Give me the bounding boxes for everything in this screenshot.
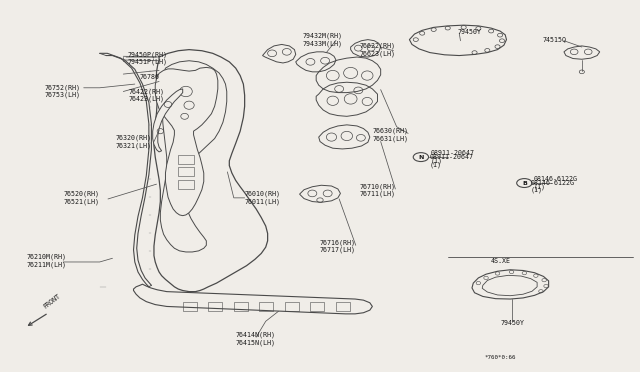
Text: FRONT: FRONT (42, 293, 61, 310)
Text: 74515Q: 74515Q (542, 36, 566, 43)
Text: 76422(RH)
76423(LH): 76422(RH) 76423(LH) (129, 88, 164, 102)
Text: 76210M(RH)
76211M(LH): 76210M(RH) 76211M(LH) (26, 254, 66, 268)
Text: 79450Y: 79450Y (458, 29, 482, 35)
Text: 4S.XE: 4S.XE (491, 258, 511, 264)
Text: 76752(RH)
76753(LH): 76752(RH) 76753(LH) (44, 84, 80, 99)
Text: 76320(RH)
76321(LH): 76320(RH) 76321(LH) (116, 135, 152, 148)
Polygon shape (156, 67, 218, 216)
Text: 79432M(RH)
79433M(LH): 79432M(RH) 79433M(LH) (302, 33, 342, 46)
Polygon shape (134, 284, 372, 314)
Text: 76010(RH)
76011(LH): 76010(RH) 76011(LH) (244, 191, 281, 205)
Text: 76710(RH)
76711(LH): 76710(RH) 76711(LH) (360, 183, 396, 198)
Polygon shape (161, 61, 227, 252)
Text: N: N (418, 155, 424, 160)
Text: 76630(RH)
76631(LH): 76630(RH) 76631(LH) (372, 128, 408, 142)
Polygon shape (153, 89, 182, 152)
Text: 08146-6122G
(1): 08146-6122G (1) (534, 176, 578, 190)
Text: 08911-20647
(1): 08911-20647 (1) (430, 154, 474, 167)
Text: 76716(RH)
76717(LH): 76716(RH) 76717(LH) (320, 239, 356, 253)
Text: 08146-6122G
(1): 08146-6122G (1) (531, 180, 575, 193)
Text: 76786: 76786 (140, 74, 160, 80)
Text: B: B (522, 180, 527, 186)
Text: 76520(RH)
76521(LH): 76520(RH) 76521(LH) (63, 191, 99, 205)
Text: *760*0:66: *760*0:66 (484, 355, 516, 360)
Text: 76622(RH)
76623(LH): 76622(RH) 76623(LH) (360, 43, 396, 57)
Text: 79450Y: 79450Y (500, 320, 524, 326)
Text: 08911-20647
(1): 08911-20647 (1) (431, 150, 474, 164)
Text: 79450P(RH)
79451P(LH): 79450P(RH) 79451P(LH) (127, 51, 167, 65)
Text: 76414N(RH)
76415N(LH): 76414N(RH) 76415N(LH) (236, 332, 276, 346)
